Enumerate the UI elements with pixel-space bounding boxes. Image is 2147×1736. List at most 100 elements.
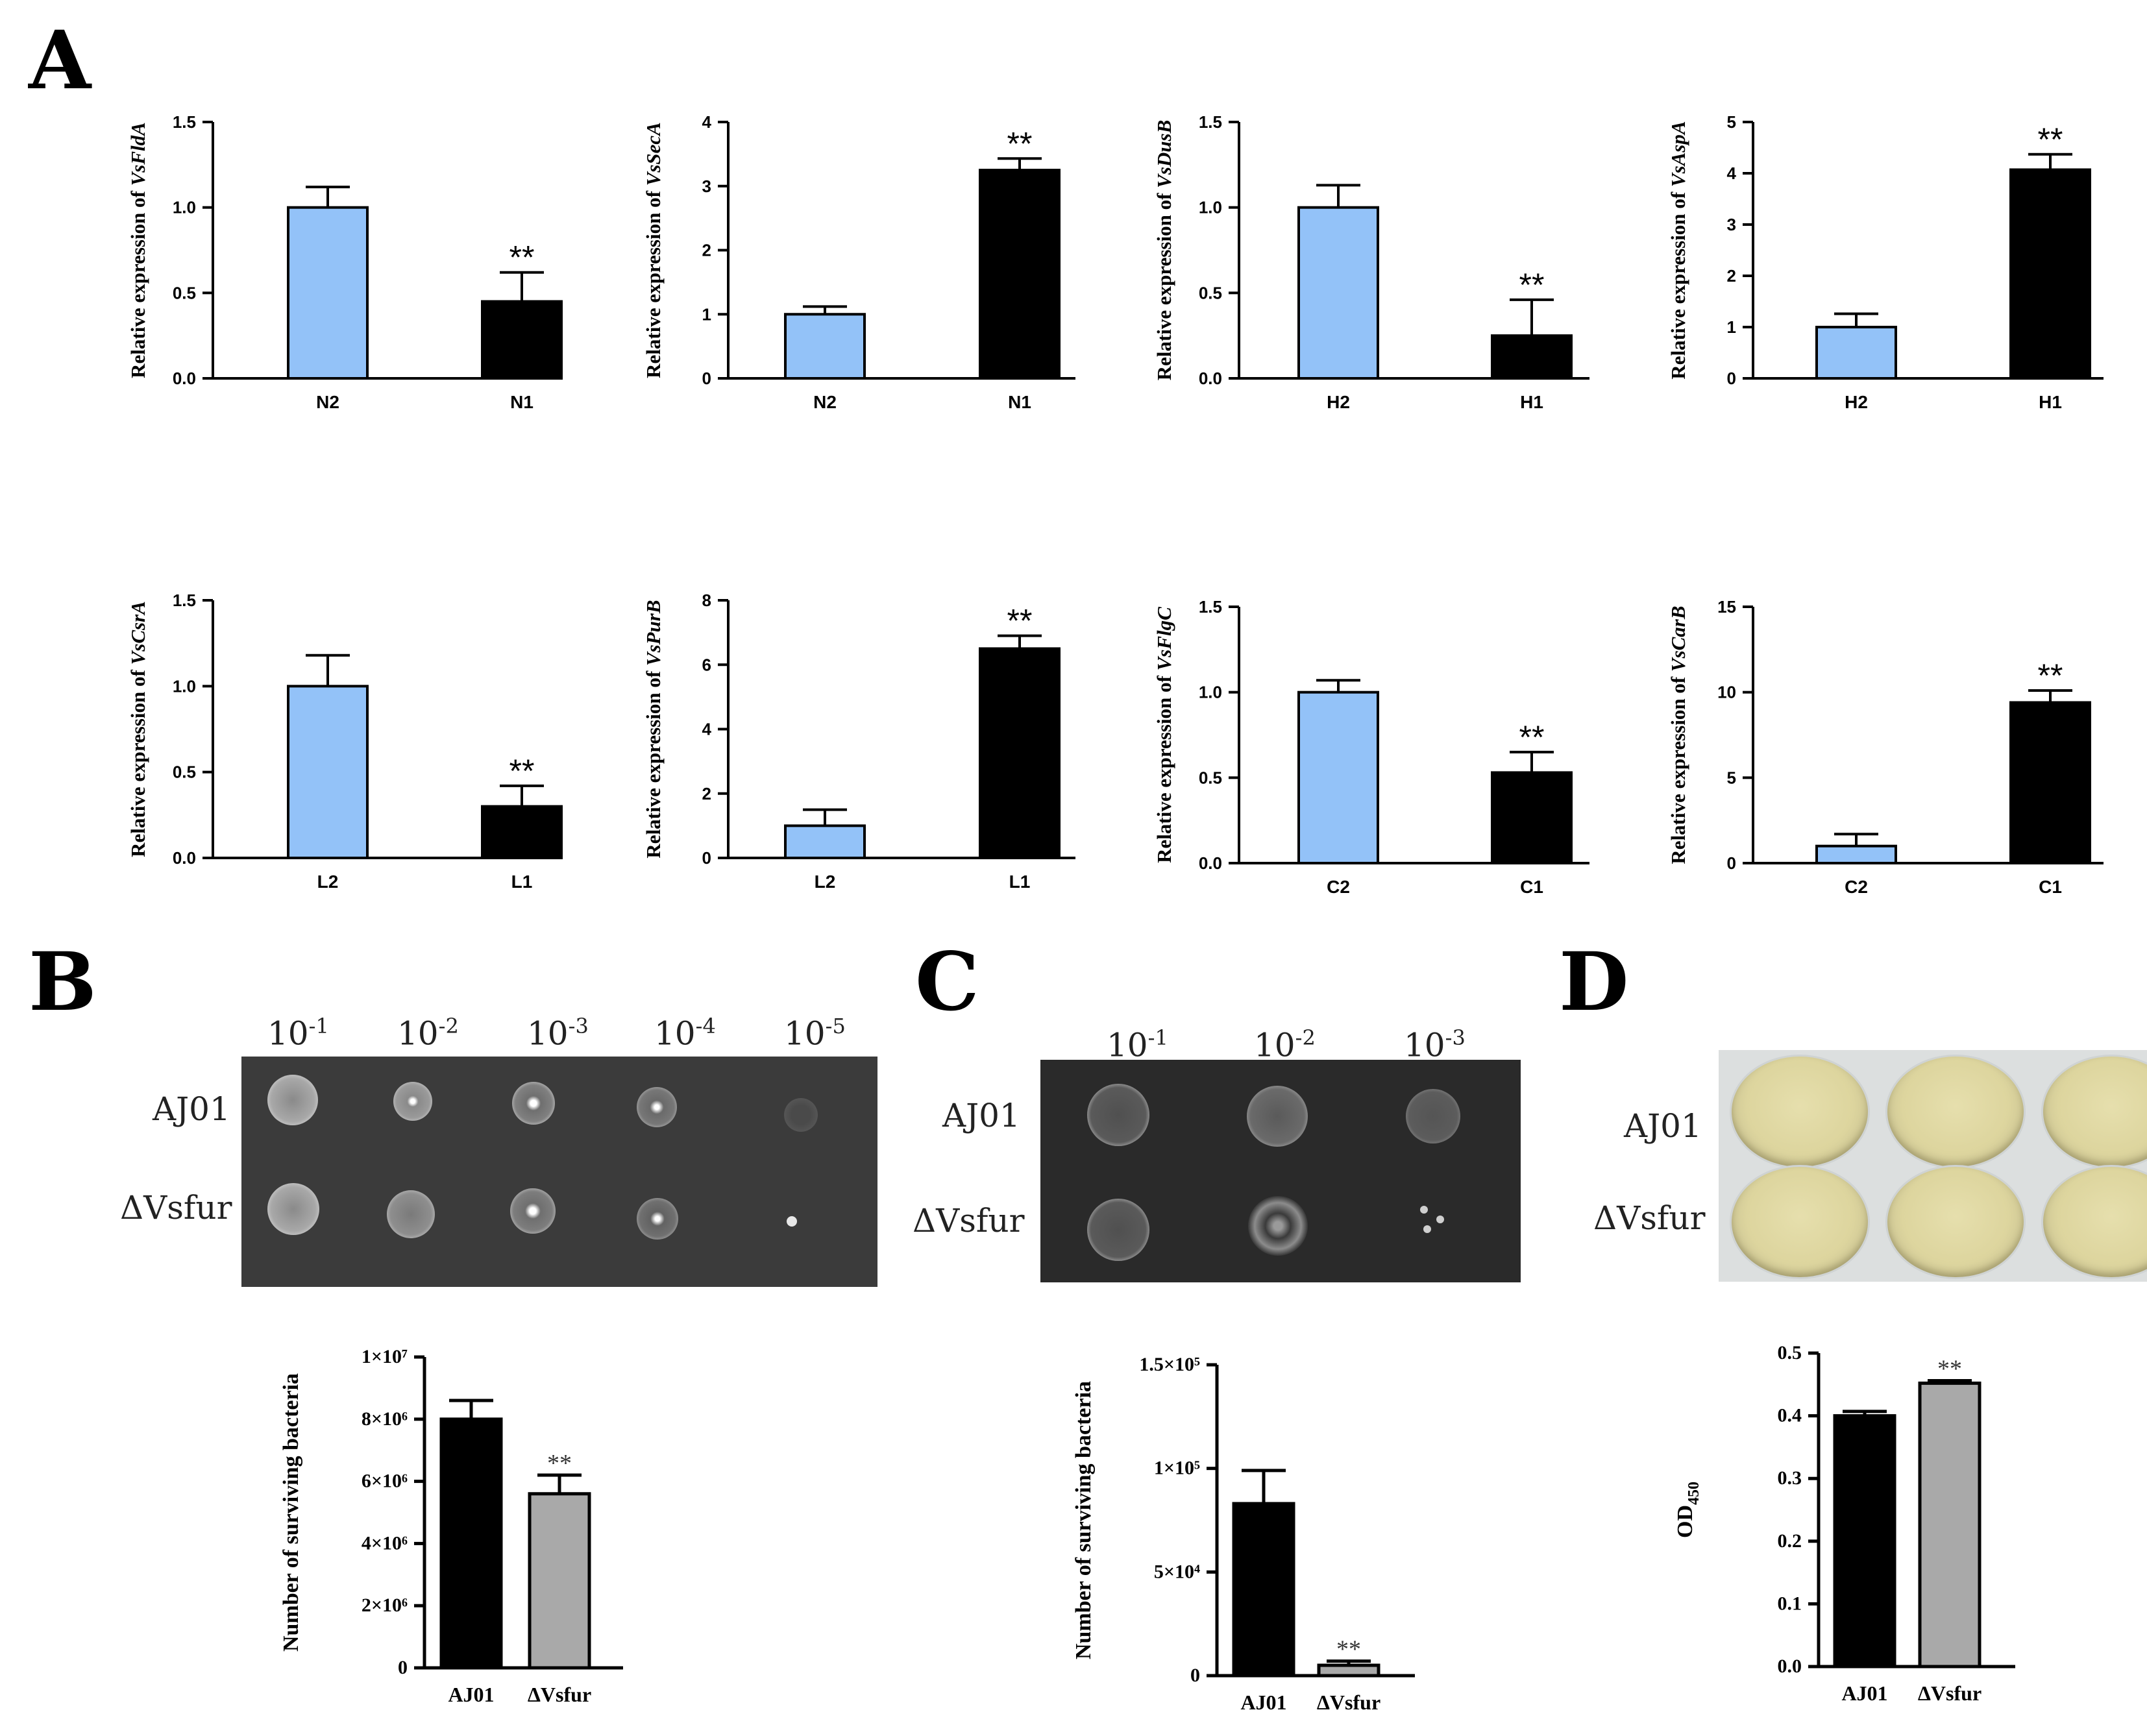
panel-d-label: D xyxy=(1559,935,1629,1029)
plate-c-dilution: 10-1 xyxy=(1107,1025,1168,1064)
chart-vsflgc: 0.0 0.5 1.0 1.5 C2 C1 ** Relative expression of… xyxy=(1153,597,1589,897)
x-tick-label: ΔVsfur xyxy=(1918,1681,1981,1705)
y-tick-label: 0.2 xyxy=(1778,1530,1802,1552)
y-tick-label: 1.5 xyxy=(173,591,196,610)
y-tick-label: 0.0 xyxy=(173,848,196,868)
colony-spot xyxy=(1423,1225,1431,1233)
y-axis-label-text: Number of surviving bacteria xyxy=(1072,1381,1096,1659)
panel-a-label: A xyxy=(29,14,92,108)
y-tick-label: 2 xyxy=(1727,266,1736,286)
bar xyxy=(1833,1414,1896,1669)
y-tick-label: 0.5 xyxy=(173,763,196,782)
chart-vsdusb: 0.0 0.5 1.0 1.5 H2 H1 ** Relative expression of… xyxy=(1153,112,1589,412)
y-axis-label: Relative expression of VsCsrA xyxy=(127,601,149,857)
y-axis-label-prefix: Relative expression of xyxy=(642,186,665,378)
y-tick-label: 0.0 xyxy=(1199,853,1222,873)
x-tick-label: AJ01 xyxy=(448,1683,494,1706)
y-axis-label: Relative expression of VsAspA xyxy=(1667,121,1689,379)
y-tick-label: 0.5 xyxy=(173,283,196,302)
y-axis-label-subscript: 450 xyxy=(1686,1482,1702,1505)
plate-b-image xyxy=(241,1057,877,1287)
bar xyxy=(1815,326,1897,380)
y-tick-label: 0.5 xyxy=(1199,283,1222,302)
chart-c-survival: 0 5×10⁴ 1×10⁵ 1.5×10⁵ AJ01 ΔVsfur ** Number of … xyxy=(1072,1354,1415,1714)
y-tick-label: 3 xyxy=(1727,215,1736,234)
plate-c-image xyxy=(1040,1060,1521,1282)
x-tick-label: N1 xyxy=(1008,392,1031,412)
plate-c-dilution: 10-3 xyxy=(1404,1025,1466,1064)
y-tick-label: 1.0 xyxy=(1199,198,1222,217)
y-tick-label: 5×10⁴ xyxy=(1154,1561,1200,1582)
x-tick-label: H1 xyxy=(2039,392,2062,412)
bar xyxy=(1232,1502,1295,1678)
plate-well xyxy=(1887,1057,2024,1167)
y-tick-label: 0.0 xyxy=(1199,369,1222,388)
colony-spot xyxy=(510,1188,556,1234)
y-tick-label: 0 xyxy=(702,369,711,388)
chart-vsflda: 0.0 0.5 1.0 1.5 N2 N1 ** Relative expression of… xyxy=(127,112,563,412)
x-tick-label: L1 xyxy=(1009,872,1031,892)
bar xyxy=(979,169,1061,380)
y-tick-label: 1.0 xyxy=(173,676,196,696)
chart-vsseca: 0 1 2 3 4 N2 N1 ** Relative expression of VsSecA xyxy=(642,112,1075,412)
significance-mark: ** xyxy=(1519,267,1545,303)
plate-well xyxy=(1732,1057,1868,1167)
y-tick-label: 0.5 xyxy=(1778,1342,1802,1363)
y-tick-label: 8×10⁶ xyxy=(362,1408,408,1430)
y-tick-label: 1.5 xyxy=(1199,112,1222,132)
y-tick-label: 0.1 xyxy=(1778,1593,1802,1614)
colony-spot xyxy=(1436,1216,1444,1223)
plate-well xyxy=(1732,1167,1868,1277)
plate-c-strain-label: AJ01 xyxy=(942,1097,1020,1134)
bar xyxy=(784,824,866,859)
y-tick-label: 1.0 xyxy=(1199,683,1222,702)
y-tick-label: 5 xyxy=(1727,768,1736,787)
plate-c-dilution: 10-2 xyxy=(1254,1025,1316,1064)
colony-spot xyxy=(1406,1089,1460,1143)
bar xyxy=(1297,691,1379,864)
plate-well xyxy=(2043,1057,2147,1167)
y-tick-label: 0 xyxy=(1727,369,1736,388)
y-axis-label: Relative expression of VsPurB xyxy=(642,600,665,858)
colony-spot xyxy=(637,1087,677,1127)
y-tick-label: 0.0 xyxy=(1778,1656,1802,1677)
significance-mark: ** xyxy=(1336,1636,1361,1663)
y-tick-label: 1.5×10⁵ xyxy=(1139,1354,1200,1375)
y-tick-label: 6 xyxy=(702,655,711,674)
x-tick-label: N1 xyxy=(510,392,534,412)
x-tick-label: N2 xyxy=(316,392,339,412)
y-axis-label-prefix: Relative expression of xyxy=(127,186,149,378)
y-axis-label-text: OD xyxy=(1673,1505,1697,1538)
y-tick-label: 6×10⁶ xyxy=(362,1471,408,1492)
x-tick-label: AJ01 xyxy=(1841,1681,1887,1705)
chart-vscarb: 0 5 10 15 C2 C1 ** Relative expression of VsCar… xyxy=(1667,597,2104,897)
bar xyxy=(287,685,369,860)
chart-b-survival: 0 2×10⁶ 4×10⁶ 6×10⁶ 8×10⁶ 1×10⁷ AJ01 ΔVsfur ** Nu… xyxy=(279,1346,623,1706)
y-tick-label: 2×10⁶ xyxy=(362,1595,408,1616)
bar xyxy=(481,300,563,380)
significance-mark: ** xyxy=(2038,657,2063,694)
y-axis-label: Relative expression of VsCarB xyxy=(1667,605,1689,864)
plate-d-image xyxy=(1719,1050,2147,1282)
y-tick-label: 0 xyxy=(398,1657,408,1678)
colony-spot xyxy=(784,1098,818,1132)
colony-spot xyxy=(1248,1196,1308,1256)
bar xyxy=(979,647,1061,859)
y-tick-label: 1 xyxy=(1727,317,1736,337)
chart-vsaspa: 0 1 2 3 4 5 H2 H1 ** Relative expression of VsAsp… xyxy=(1667,112,2104,412)
plate-b-dilution: 10-2 xyxy=(397,1014,459,1053)
bar xyxy=(439,1417,503,1670)
y-axis-label-prefix: Relative expression of xyxy=(1667,672,1689,864)
y-tick-label: 0 xyxy=(1727,853,1736,873)
colony-spot xyxy=(1087,1084,1149,1146)
x-tick-label: L2 xyxy=(317,872,339,892)
panel-c-label: C xyxy=(915,935,979,1029)
y-tick-label: 3 xyxy=(702,177,711,196)
plate-b-strain-label: AJ01 xyxy=(153,1090,230,1128)
y-axis-label-prefix: Relative expression of xyxy=(127,665,149,857)
y-axis-label-prefix: Relative expression of xyxy=(642,666,665,858)
y-axis-label-gene: VsCarB xyxy=(1667,605,1689,672)
y-tick-label: 0.0 xyxy=(173,369,196,388)
colony-spot xyxy=(1420,1206,1428,1214)
